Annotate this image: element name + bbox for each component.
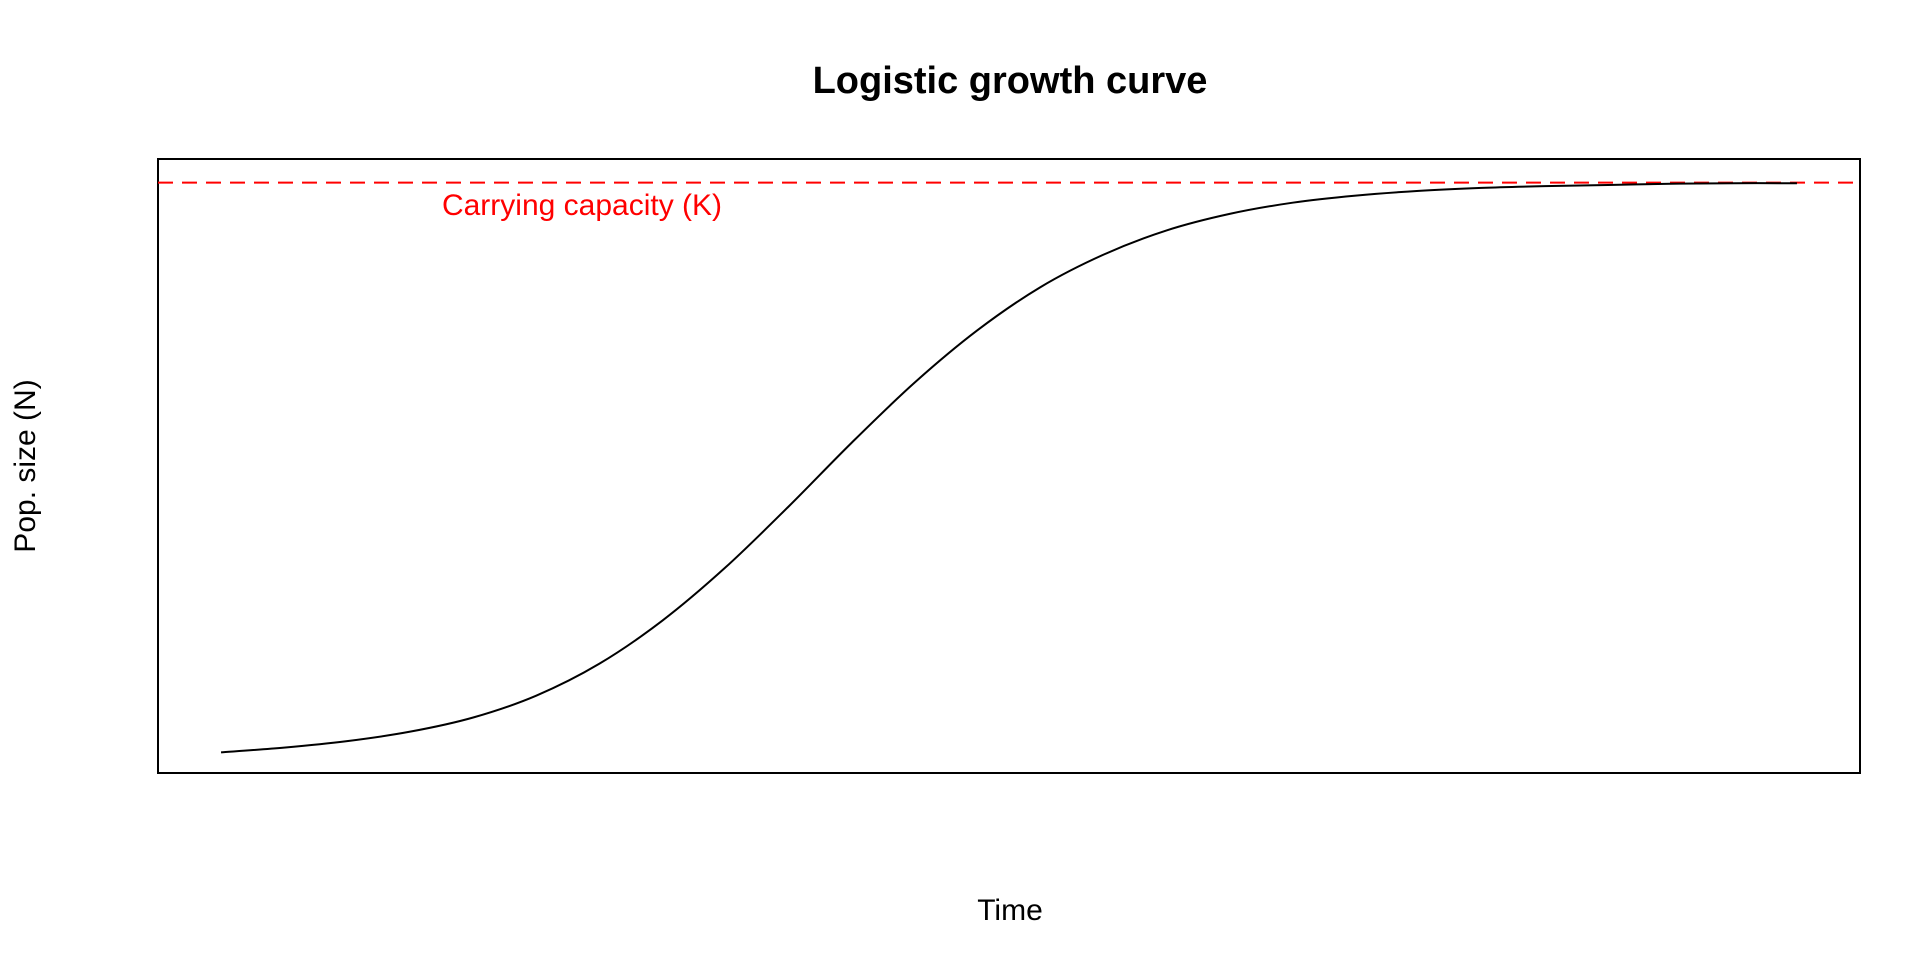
- y-axis-label: Pop. size (N): [9, 379, 42, 552]
- population-growth-curve: [220, 182, 1797, 754]
- x-axis-label: Time: [977, 894, 1043, 927]
- chart-title: Logistic growth curve: [813, 60, 1208, 102]
- plot-area-frame: [157, 158, 1861, 774]
- carrying-capacity-label: Carrying capacity (K): [442, 189, 722, 222]
